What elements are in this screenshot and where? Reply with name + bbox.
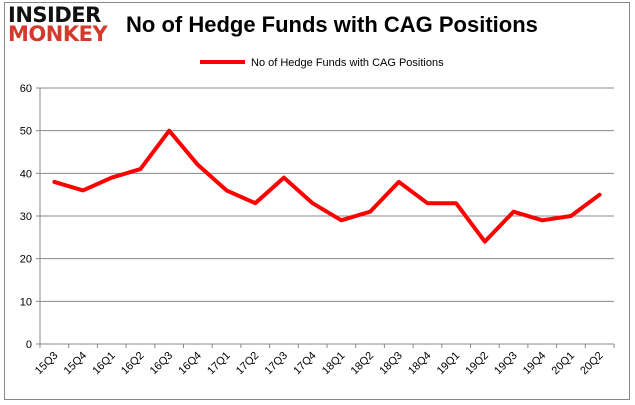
logo-line1: INSIDER — [8, 3, 101, 27]
x-tick-label: 20Q2 — [578, 350, 606, 378]
x-tick-label: 16Q2 — [119, 350, 147, 378]
x-tick-label: 18Q2 — [349, 350, 377, 378]
x-tick-label: 17Q3 — [263, 350, 291, 378]
x-tick-label: 20Q1 — [550, 350, 578, 378]
y-tick-label: 50 — [20, 126, 32, 138]
x-tick-label: 16Q4 — [176, 350, 204, 378]
x-tick-label: 15Q3 — [33, 350, 61, 378]
x-tick-label: 18Q4 — [406, 350, 434, 378]
chart-title: No of Hedge Funds with CAG Positions — [126, 12, 538, 37]
y-tick-label: 0 — [26, 339, 32, 351]
x-tick-label: 19Q2 — [463, 350, 491, 378]
x-tick-label: 17Q1 — [205, 350, 233, 378]
y-tick-label: 10 — [20, 296, 32, 308]
legend-label: No of Hedge Funds with CAG Positions — [251, 57, 444, 69]
insider-monkey-logo: INSIDER MONKEY — [8, 3, 108, 46]
x-tick-label: 18Q3 — [377, 350, 405, 378]
x-tick-label: 17Q2 — [234, 350, 262, 378]
x-tick-label: 16Q3 — [148, 350, 176, 378]
x-tick-label: 17Q4 — [291, 350, 319, 378]
chart-frame — [4, 2, 630, 400]
x-tick-label: 18Q1 — [320, 350, 348, 378]
x-tick-label: 19Q3 — [492, 350, 520, 378]
y-tick-label: 30 — [20, 211, 32, 223]
x-tick-label: 16Q1 — [90, 350, 118, 378]
y-tick-label: 60 — [20, 83, 32, 95]
x-tick-label: 19Q4 — [521, 350, 549, 378]
y-tick-label: 20 — [20, 254, 32, 266]
x-tick-label: 19Q1 — [435, 350, 463, 378]
x-tick-label: 15Q4 — [62, 350, 90, 378]
logo-line2: MONKEY — [8, 22, 108, 46]
y-tick-label: 40 — [20, 168, 32, 180]
legend: No of Hedge Funds with CAG Positions — [200, 57, 444, 69]
series-line — [52, 128, 602, 244]
